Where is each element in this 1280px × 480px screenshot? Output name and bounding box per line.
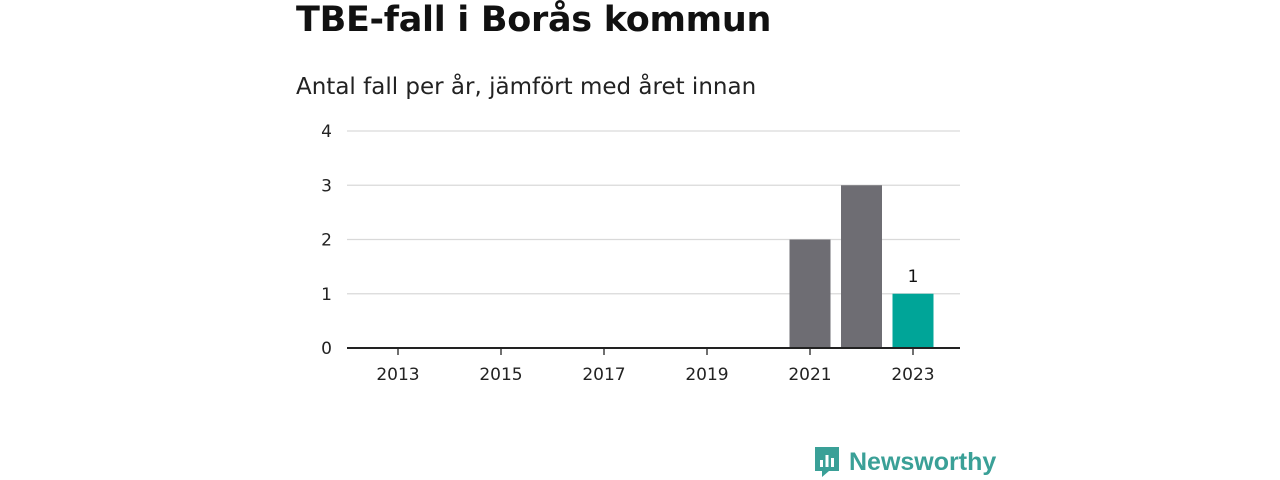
x-tick-label: 2019 [685, 365, 728, 385]
x-tick-label: 2017 [582, 365, 625, 385]
newsworthy-logo-icon [815, 447, 839, 477]
bar-2021 [789, 239, 831, 348]
x-tick-label: 2013 [376, 365, 419, 385]
data-label: 1 [908, 267, 919, 287]
axes [347, 347, 960, 355]
y-tick-label: 1 [321, 285, 332, 305]
bar-2022 [841, 185, 882, 348]
brand-name: Newsworthy [849, 447, 997, 476]
labels: 0 1 2 3 4 2013 2015 2017 2019 2021 2023 1 [321, 122, 934, 385]
y-tick-label: 3 [321, 176, 332, 196]
x-tick-label: 2021 [788, 365, 831, 385]
chart-subtitle: Antal fall per år, jämfört med året inna… [296, 74, 757, 100]
chart-title: TBE-fall i Borås kommun [296, 0, 772, 40]
y-tick-label: 2 [321, 231, 332, 251]
newsworthy-logo: Newsworthy [813, 445, 996, 479]
y-tick-label: 0 [321, 339, 332, 359]
x-tick-label: 2023 [891, 365, 934, 385]
x-tick-label: 2015 [479, 365, 522, 385]
y-tick-label: 4 [321, 122, 332, 142]
bars [789, 185, 934, 348]
bar-2023 [892, 293, 934, 348]
